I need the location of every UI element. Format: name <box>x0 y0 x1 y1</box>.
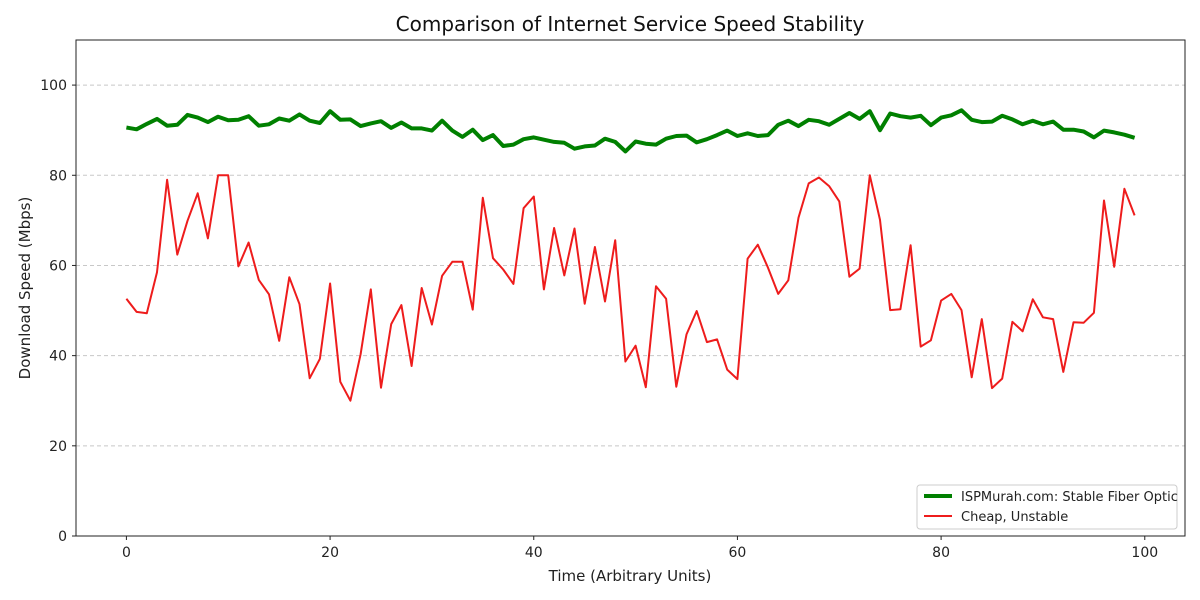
plot-frame <box>75 39 1186 537</box>
series-line-stable <box>126 108 1136 154</box>
x-tick-label: 0 <box>122 545 131 561</box>
x-tick-label: 20 <box>321 545 339 561</box>
chart-title: Comparison of Internet Service Speed Sta… <box>396 12 865 36</box>
y-axis-label: Download Speed (Mbps) <box>16 197 34 380</box>
x-tick-label: 80 <box>932 545 950 561</box>
y-tick-label: 40 <box>49 349 67 365</box>
legend-label-stable: ISPMurah.com: Stable Fiber Optic <box>961 490 1178 505</box>
y-tick-label: 80 <box>49 168 67 184</box>
legend: ISPMurah.com: Stable Fiber Optic Cheap, … <box>916 484 1178 530</box>
x-tick-label: 60 <box>729 545 747 561</box>
x-tick-label: 100 <box>1131 545 1158 561</box>
series-line-unstable <box>125 174 1136 402</box>
x-axis-label: Time (Arbitrary Units) <box>548 567 712 585</box>
legend-label-unstable: Cheap, Unstable <box>961 510 1068 525</box>
x-tick-label: 40 <box>525 545 543 561</box>
y-tick-label: 20 <box>49 439 67 455</box>
y-tick-label: 60 <box>49 258 67 274</box>
y-tick-label: 0 <box>58 529 67 545</box>
y-tick-label: 100 <box>40 78 67 94</box>
